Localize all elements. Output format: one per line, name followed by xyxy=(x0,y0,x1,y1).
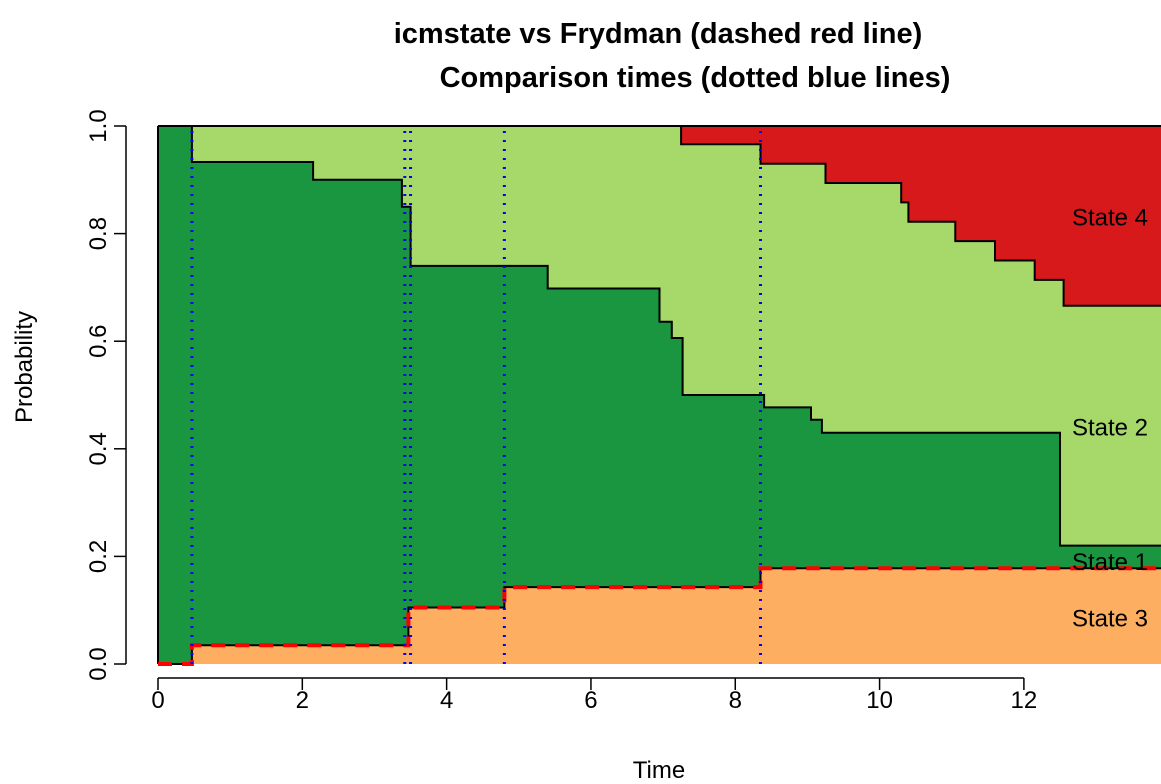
x-tick-label: 6 xyxy=(584,687,597,714)
axes: 0 2 4 6 8 10 12 0.0 0.2 0.4 0.6 0.8 1.0 xyxy=(85,109,1037,714)
state-label: State 4 xyxy=(1072,204,1148,231)
state1-upper-boundary xyxy=(158,125,1161,547)
y-tick-label: 1.0 xyxy=(85,109,112,142)
x-tick-label: 0 xyxy=(151,687,164,714)
y-tick-label: 0.8 xyxy=(85,217,112,250)
y-tick-label: 0.4 xyxy=(85,432,112,465)
y-tick-label: 0.0 xyxy=(85,647,112,680)
x-axis-label: Time xyxy=(633,757,685,784)
state2-upper-boundary xyxy=(158,125,1161,307)
x-tick-label: 8 xyxy=(729,687,742,714)
y-axis-label: Probability xyxy=(11,311,38,423)
state-labels: State 4 State 2 State 1 State 3 xyxy=(1072,204,1148,632)
chart-subtitle: Comparison times (dotted blue lines) xyxy=(440,62,951,94)
y-tick-label: 0.6 xyxy=(85,325,112,358)
y-tick-label: 0.2 xyxy=(85,540,112,573)
chart-title: icmstate vs Frydman (dashed red line) xyxy=(394,18,923,50)
x-tick-label: 10 xyxy=(866,687,893,714)
state-label: State 2 xyxy=(1072,414,1148,441)
state-label: State 3 xyxy=(1072,605,1148,632)
state-label: State 1 xyxy=(1072,549,1148,576)
plot-area xyxy=(157,125,1161,666)
x-tick-label: 2 xyxy=(296,687,309,714)
x-tick-label: 4 xyxy=(440,687,453,714)
state1-region xyxy=(158,126,1161,664)
x-tick-label: 12 xyxy=(1011,687,1038,714)
